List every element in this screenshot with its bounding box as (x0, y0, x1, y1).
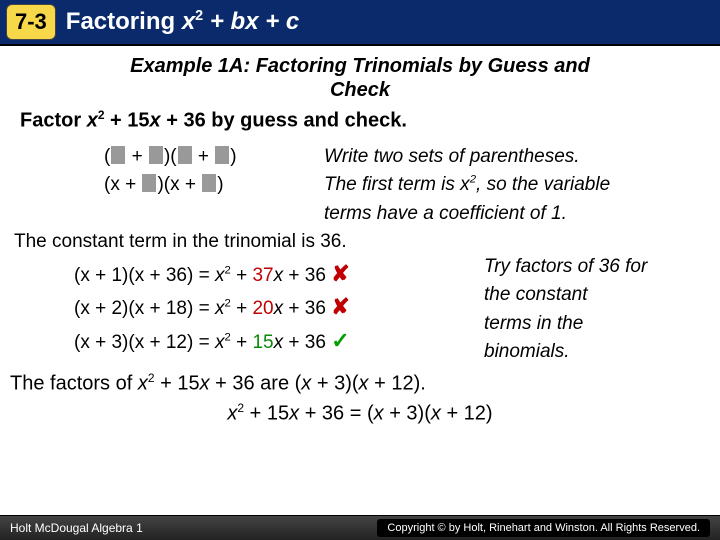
example-title-l2: Check (0, 78, 720, 102)
t3-p2: + 36 (283, 332, 326, 353)
fe-x2: x (289, 403, 299, 425)
blank-box (215, 146, 229, 164)
rs-pre: The factors of (10, 372, 138, 394)
rs-sup: 2 (148, 371, 155, 385)
fe-end: + 36 = ( (299, 403, 374, 425)
rs-f2: x (359, 372, 369, 394)
t3-eq: = (193, 332, 215, 353)
rs-f2b: + 12). (369, 372, 426, 394)
tn-2: the constant (484, 284, 588, 305)
footer-left: Holt McDougal Algebra 1 (10, 521, 143, 535)
s1-p2: + (193, 146, 215, 167)
t3-xv: x (274, 332, 284, 353)
prompt-x: x (87, 110, 98, 132)
t3-p: + (231, 332, 253, 353)
fe-x: x (227, 403, 237, 425)
tn-1: Try factors of 36 for (484, 256, 647, 277)
trial-row: (x + 2)(x + 18) = x2 + 20x + 36 ✘ (74, 290, 484, 324)
footer-right: Copyright © by Holt, Rinehart and Winsto… (377, 519, 710, 537)
trial-3: (x + 3)(x + 12) = x2 + 15x + 36 ✓ (74, 324, 484, 358)
s2r-c: terms have a coefficient of 1. (324, 203, 567, 224)
blank-box (142, 174, 156, 192)
title-var-x: x (182, 8, 195, 35)
tn-4: binomials. (484, 341, 570, 362)
prompt-mid: + 15 (105, 110, 150, 132)
fe-r2: x (431, 403, 441, 425)
step2-rhs: The first term is x2, so the variable te… (324, 171, 706, 228)
prompt: Factor x2 + 15x + 36 by guess and check. (20, 108, 700, 133)
footer-bar: Holt McDougal Algebra 1 Copyright © by H… (0, 515, 720, 540)
tn-3: terms in the (484, 313, 583, 334)
s2-a: (x + (104, 174, 141, 195)
rs-m1: + 15 (155, 372, 200, 394)
t2-mid: 20 (252, 298, 273, 319)
blank-box (202, 174, 216, 192)
t2-eq: = (193, 298, 215, 319)
t1-p2: + 36 (283, 265, 326, 286)
step2-lhs: (x + )(x + ) (104, 171, 324, 200)
title-text: Factoring (66, 8, 182, 35)
step1-lhs: ( + )( + ) (104, 143, 324, 172)
prompt-sup: 2 (98, 108, 105, 122)
rs-x2: x (200, 372, 210, 394)
trial-row: (x + 1)(x + 36) = x2 + 37x + 36 ✘ (74, 257, 484, 291)
t1-eq: = (193, 265, 215, 286)
content-area: ( + )( + ) Write two sets of parentheses… (14, 143, 706, 367)
blank-box (111, 146, 125, 164)
rs-x: x (138, 372, 148, 394)
t1-mid: 37 (252, 265, 273, 286)
step1-rhs: Write two sets of parentheses. (324, 143, 706, 172)
trial-1: (x + 1)(x + 36) = x2 + 37x + 36 ✘ (74, 257, 484, 291)
trial-2: (x + 2)(x + 18) = x2 + 20x + 36 ✘ (74, 290, 484, 324)
x-icon: ✘ (331, 294, 349, 319)
s1-open: ( (104, 146, 110, 167)
t1-f: (x + 1)(x + 36) (74, 265, 193, 286)
s1-p1: + (126, 146, 148, 167)
rs-f1b: + 3)( (311, 372, 358, 394)
step-2: (x + )(x + ) The first term is x2, so th… (104, 171, 706, 228)
lesson-badge: 7-3 (6, 4, 56, 40)
fe-r1b: + 3)( (384, 403, 431, 425)
s2r-b: , so the variable (476, 174, 610, 195)
s2-b: )(x + (157, 174, 201, 195)
t1-xv: x (274, 265, 284, 286)
blank-box (178, 146, 192, 164)
prompt-post: + 36 by guess and check. (161, 110, 407, 132)
factors-sentence: The factors of x2 + 15x + 36 are (x + 3)… (10, 371, 710, 396)
example-title-l1: Example 1A: Factoring Trinomials by Gues… (0, 54, 720, 78)
final-equation: x2 + 15x + 36 = (x + 3)(x + 12) (0, 401, 720, 426)
fe-r2b: + 12) (441, 403, 493, 425)
t2-f: (x + 2)(x + 18) (74, 298, 193, 319)
step-1: ( + )( + ) Write two sets of parentheses… (104, 143, 706, 172)
example-title: Example 1A: Factoring Trinomials by Gues… (0, 54, 720, 102)
t3-f: (x + 3)(x + 12) (74, 332, 193, 353)
trial-row: (x + 3)(x + 12) = x2 + 15x + 36 ✓ (74, 324, 484, 358)
t2-p2: + 36 (283, 298, 326, 319)
fe-r1: x (374, 403, 384, 425)
title-sup: 2 (195, 8, 203, 24)
rs-f1: x (301, 372, 311, 394)
rs-m2: + 36 are ( (210, 372, 302, 394)
t2-p: + (231, 298, 253, 319)
check-icon: ✓ (331, 328, 349, 353)
header-bar: 7-3 Factoring x2 + bx + c (0, 0, 720, 46)
s1-close: ) (230, 146, 236, 167)
header-title: Factoring x2 + bx + c (66, 8, 299, 36)
x-icon: ✘ (331, 261, 349, 286)
trial-note: Try factors of 36 for the constant terms… (484, 253, 647, 367)
fe-m: + 15 (244, 403, 289, 425)
prompt-x2: x (150, 110, 161, 132)
title-rest: + bx + c (203, 8, 299, 35)
prompt-pre: Factor (20, 110, 87, 132)
s2-c: ) (217, 174, 223, 195)
blank-box (149, 146, 163, 164)
s1-mid: )( (164, 146, 177, 167)
t1-p: + (231, 265, 253, 286)
t3-mid: 15 (252, 332, 273, 353)
s2r-a: The first term is x (324, 174, 470, 195)
t2-xv: x (274, 298, 284, 319)
